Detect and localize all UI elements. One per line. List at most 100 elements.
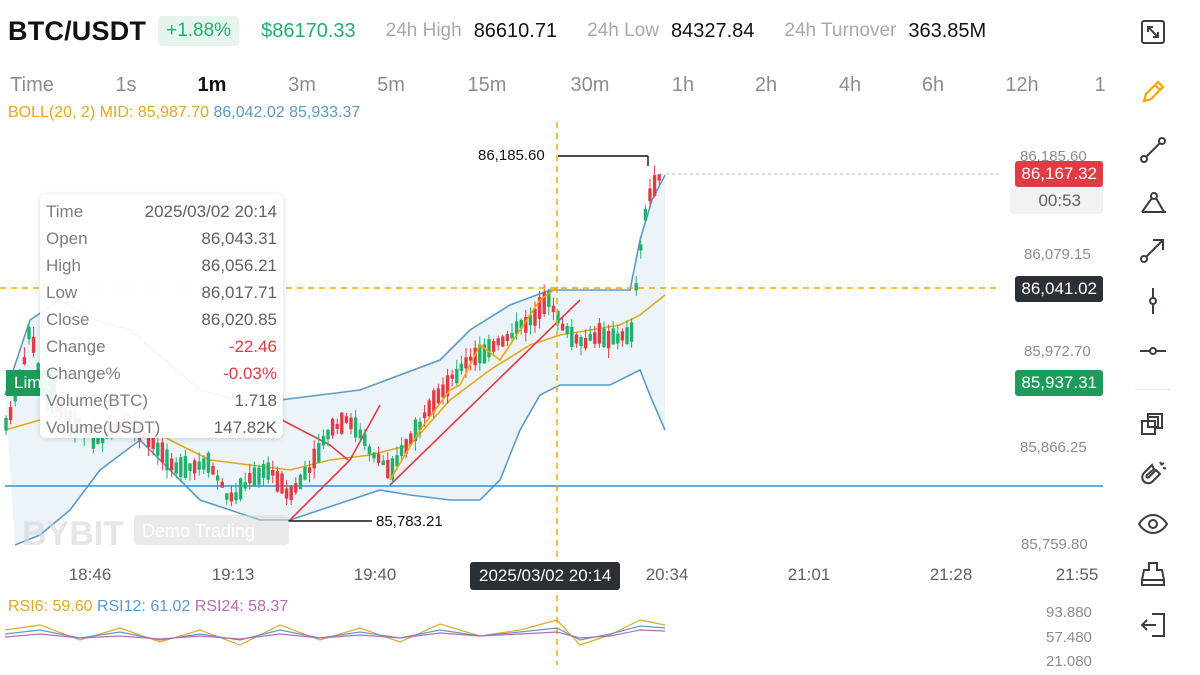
interval-12h[interactable]: 12h bbox=[1005, 74, 1039, 96]
candle-body bbox=[307, 467, 312, 473]
candle-body bbox=[455, 368, 459, 384]
candlestick-chart[interactable]: BYBIT Demo Trading bbox=[0, 120, 1105, 675]
candle-body bbox=[326, 429, 330, 440]
boll-lower-line bbox=[14, 368, 666, 546]
interval-15m[interactable]: 15m bbox=[467, 74, 507, 96]
trend-drawing-red[interactable] bbox=[281, 419, 349, 461]
candle-body bbox=[629, 322, 634, 342]
candle-body bbox=[381, 460, 385, 466]
interval-time[interactable]: Time bbox=[10, 74, 54, 96]
candle-body bbox=[422, 412, 427, 419]
candle-body bbox=[510, 332, 514, 339]
tooltip-label: Low bbox=[46, 282, 78, 302]
candle-body bbox=[588, 334, 592, 341]
eye-icon[interactable] bbox=[1135, 506, 1171, 542]
tooltip-value: 86,017.71 bbox=[201, 282, 277, 302]
copy-icon[interactable] bbox=[1135, 406, 1171, 442]
rsi-axis-1: 93.880 bbox=[1046, 604, 1092, 621]
tooltip-label: Change bbox=[46, 336, 106, 356]
tooltip-value: 147.82K bbox=[213, 417, 277, 437]
collapse-icon[interactable] bbox=[1135, 14, 1171, 50]
candle-body bbox=[648, 188, 652, 202]
rsi-legend: RSI6: 59.60 RSI12: 61.02 RSI24: 58.37 bbox=[8, 598, 288, 616]
magnet-icon[interactable] bbox=[1135, 456, 1171, 492]
candle-body bbox=[597, 323, 602, 344]
tooltip-label: Open bbox=[46, 228, 88, 248]
candle-body bbox=[611, 328, 615, 345]
exit-icon[interactable] bbox=[1135, 607, 1171, 643]
limit-order-price-tag[interactable]: 85,937.31 bbox=[1015, 370, 1103, 396]
time-axis-2: 19:13 bbox=[211, 565, 255, 584]
candle-body bbox=[340, 412, 344, 434]
candle-body bbox=[524, 316, 528, 333]
candle-body bbox=[349, 417, 353, 430]
drawing-toolbar bbox=[1105, 0, 1200, 675]
candle-body bbox=[547, 290, 551, 307]
candle-body bbox=[238, 478, 243, 500]
change-badge: +1.88% bbox=[158, 16, 240, 46]
toolbar-divider bbox=[1135, 389, 1171, 390]
candle-body bbox=[505, 334, 510, 341]
candle-body bbox=[96, 437, 100, 445]
rsi6-label: RSI6: 59.60 bbox=[8, 598, 93, 615]
trend-drawing-red-2[interactable] bbox=[289, 404, 381, 521]
ticker-header: BTC/USDT +1.88% $86170.33 24h High 86610… bbox=[0, 0, 1110, 62]
candle-body bbox=[100, 436, 105, 444]
candle-body bbox=[179, 457, 183, 478]
candle-body bbox=[501, 336, 505, 347]
pencil-icon[interactable] bbox=[1135, 74, 1171, 110]
candle-body bbox=[4, 417, 8, 431]
low-marker-label: 85,783.21 bbox=[376, 513, 443, 530]
tooltip-row: Time 2025/03/02 20:14 bbox=[46, 198, 277, 225]
candle-body bbox=[335, 423, 339, 429]
candle-body bbox=[386, 459, 390, 479]
interval-6h[interactable]: 6h bbox=[921, 74, 945, 96]
interval-more[interactable]: 1 bbox=[1094, 74, 1106, 96]
trend-line-icon[interactable] bbox=[1135, 132, 1171, 168]
candle-body bbox=[160, 442, 165, 463]
candle-body bbox=[156, 442, 160, 456]
candle-body bbox=[225, 493, 229, 500]
interval-5m[interactable]: 5m bbox=[377, 74, 405, 96]
boll-upper: 86,042.02 bbox=[213, 104, 285, 121]
interval-1s[interactable]: 1s bbox=[115, 74, 137, 96]
rsi12-label: RSI12: 61.02 bbox=[96, 598, 191, 615]
candle-body bbox=[570, 326, 574, 348]
arrow-line-icon[interactable] bbox=[1135, 232, 1171, 268]
watermark-badge bbox=[134, 515, 289, 545]
interval-bar: Time 1s 1m 3m 5m 15m 30m 1h 2h 4h 6h 12h… bbox=[0, 74, 1110, 102]
candle-body bbox=[353, 417, 358, 438]
candle-body bbox=[427, 400, 431, 417]
candle-body bbox=[620, 331, 625, 341]
candle-body bbox=[436, 388, 441, 404]
candle-body bbox=[616, 333, 620, 344]
horizontal-line-icon[interactable] bbox=[1135, 333, 1171, 369]
price-axis-1: 86,185.60 bbox=[1020, 148, 1087, 165]
interval-4h[interactable]: 4h bbox=[838, 74, 862, 96]
pair-title[interactable]: BTC/USDT bbox=[8, 15, 147, 46]
price-axis-5: 85,759.80 bbox=[1021, 536, 1088, 553]
tooltip-row: Open 86,043.31 bbox=[46, 225, 277, 252]
time-axis-6: 21:28 bbox=[929, 565, 973, 584]
tooltip-row: Change -22.46 bbox=[46, 333, 277, 360]
candle-body bbox=[376, 453, 381, 463]
candle-body bbox=[248, 472, 252, 484]
time-axis-7: 21:55 bbox=[1055, 565, 1099, 584]
trend-drawing-red-3[interactable] bbox=[389, 299, 581, 486]
candle-body bbox=[491, 341, 496, 352]
interval-1m[interactable]: 1m bbox=[197, 74, 227, 96]
boll-band-fill bbox=[5, 175, 665, 545]
interval-3m[interactable]: 3m bbox=[288, 74, 316, 96]
candle-body bbox=[445, 375, 450, 397]
crosshair-time-tag: 2025/03/02 20:14 bbox=[470, 562, 621, 590]
price-axis-2: 86,079.15 bbox=[1024, 246, 1091, 263]
vertical-line-icon[interactable] bbox=[1135, 283, 1171, 319]
interval-2h[interactable]: 2h bbox=[754, 74, 778, 96]
angle-icon[interactable] bbox=[1135, 183, 1171, 219]
eraser-icon[interactable] bbox=[1135, 556, 1171, 592]
candle-body bbox=[413, 419, 418, 442]
candle-body bbox=[450, 374, 454, 379]
interval-1h[interactable]: 1h bbox=[671, 74, 695, 96]
candle-body bbox=[27, 327, 31, 340]
interval-30m[interactable]: 30m bbox=[570, 74, 610, 96]
